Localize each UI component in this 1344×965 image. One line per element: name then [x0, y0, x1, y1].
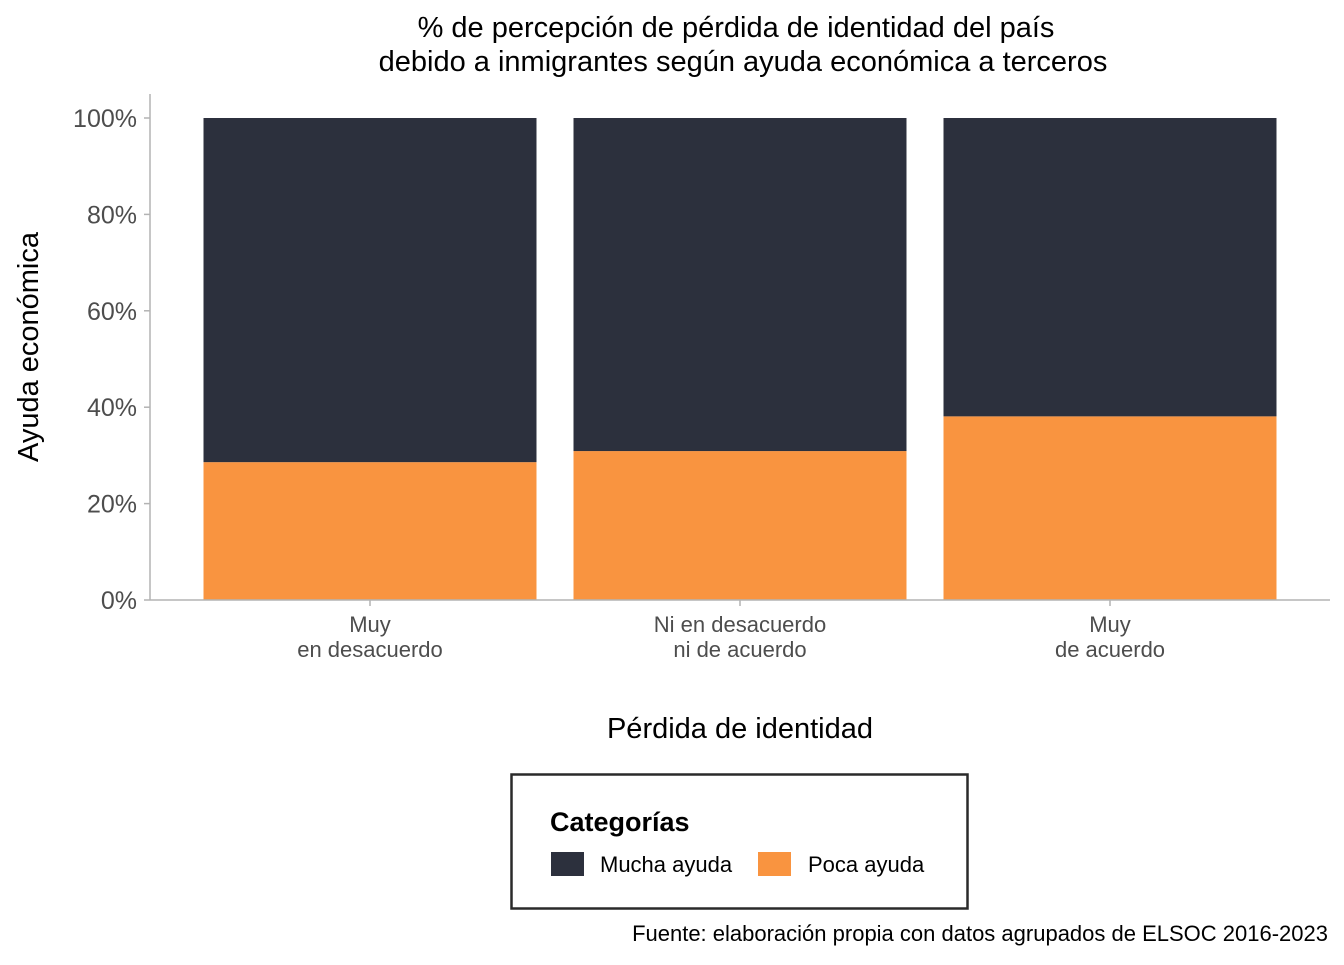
x-tick-label: de acuerdo [1055, 637, 1165, 662]
x-tick-label: Muy [349, 612, 391, 637]
legend-frame [510, 773, 969, 910]
bar-mucha-ayuda-3 [943, 118, 1277, 417]
y-ticks-layer: 0% 20% 40% 60% 80% 100% [73, 105, 150, 615]
bar-poca-ayuda-2 [573, 451, 907, 600]
x-tick-label: Ni en desacuerdo [654, 612, 826, 637]
bar-poca-ayuda-3 [943, 416, 1277, 600]
chart-caption: Fuente: elaboración propia con datos agr… [632, 921, 1328, 946]
chart-title: % de percepción de pérdida de identidad … [379, 12, 1108, 78]
y-tick-label: 100% [73, 105, 137, 133]
y-axis-title: Ayuda económica [13, 231, 45, 462]
legend-title: Categorías [550, 807, 690, 837]
y-tick-label: 60% [87, 298, 137, 326]
y-tick-label: 0% [101, 587, 137, 615]
x-axis-title: Pérdida de identidad [607, 713, 873, 745]
bar-poca-ayuda-1 [203, 462, 537, 600]
legend-label-mucha-ayuda: Mucha ayuda [600, 852, 733, 877]
legend-label-poca-ayuda: Poca ayuda [808, 852, 925, 877]
legend-swatch-mucha-ayuda [551, 852, 584, 876]
x-tick-label: ni de acuerdo [673, 637, 806, 662]
y-tick-label: 20% [87, 491, 137, 519]
bar-mucha-ayuda-2 [573, 118, 907, 452]
x-tick-label: Muy [1089, 612, 1131, 637]
bar-mucha-ayuda-1 [203, 118, 537, 463]
y-tick-label: 40% [87, 394, 137, 422]
y-tick-label: 80% [87, 201, 137, 229]
chart-title-line-2: debido a inmigrantes según ayuda económi… [379, 46, 1108, 78]
legend: Categorías Mucha ayuda Poca ayuda [510, 773, 969, 910]
x-tick-label: en desacuerdo [297, 637, 443, 662]
chart-title-line-1: % de percepción de pérdida de identidad … [418, 12, 1055, 44]
legend-swatch-poca-ayuda [758, 852, 791, 876]
bars-layer [203, 118, 1277, 600]
